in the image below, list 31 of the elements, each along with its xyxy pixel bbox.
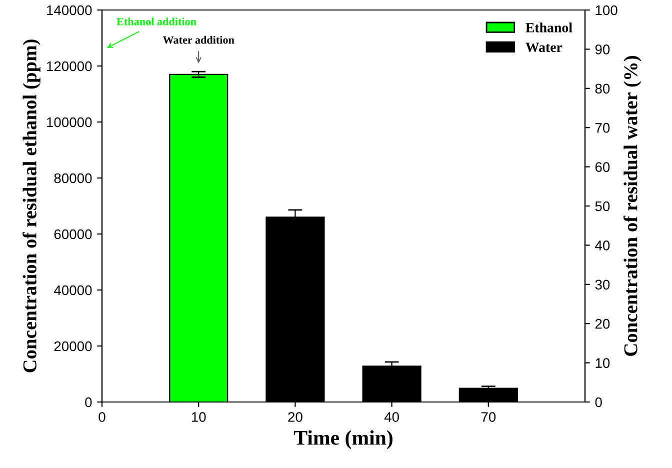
y2-axis-title: Concentration of residual water (%) xyxy=(623,56,642,356)
x-tick-label: 0 xyxy=(98,412,106,422)
y2-tick-label: 80 xyxy=(595,84,610,94)
y2-tick-label: 50 xyxy=(595,201,610,212)
y-tick-label: 120000 xyxy=(46,61,92,72)
y2-tick-label: 90 xyxy=(595,44,610,54)
x-tick-label: 10 xyxy=(192,412,206,422)
annotation: Water addition xyxy=(162,36,234,44)
y-tick-label: 140000 xyxy=(46,5,92,16)
y2-tick-label: 0 xyxy=(595,397,602,408)
y-tick-label: 0 xyxy=(85,397,92,408)
legend-label: Ethanol xyxy=(526,22,572,32)
y2-tick-label: 60 xyxy=(595,162,610,172)
x-axis-title: Time (min) xyxy=(294,430,392,450)
y2-tick-label: 40 xyxy=(595,240,610,250)
y2-tick-label: 100 xyxy=(596,5,618,16)
annotation: Ethanol addition xyxy=(116,18,196,26)
y2-tick-label: 70 xyxy=(595,122,610,133)
legend-label: Water xyxy=(526,42,562,52)
y-tick-label: 20000 xyxy=(54,341,92,352)
y-tick-label: 80000 xyxy=(54,173,92,184)
x-tick-label: 40 xyxy=(384,412,399,422)
y2-tick-label: 10 xyxy=(596,358,610,368)
x-tick-label: 20 xyxy=(288,412,302,422)
y2-tick-label: 20 xyxy=(595,318,610,329)
y-tick-label: 100000 xyxy=(46,117,92,128)
x-tick-label: 70 xyxy=(481,412,496,422)
y2-tick-label: 30 xyxy=(595,280,610,290)
y-tick-label: 40000 xyxy=(54,285,92,296)
y-tick-label: 60000 xyxy=(54,229,92,240)
y-axis-title: Concentration of residual ethanol (ppm) xyxy=(22,40,40,372)
